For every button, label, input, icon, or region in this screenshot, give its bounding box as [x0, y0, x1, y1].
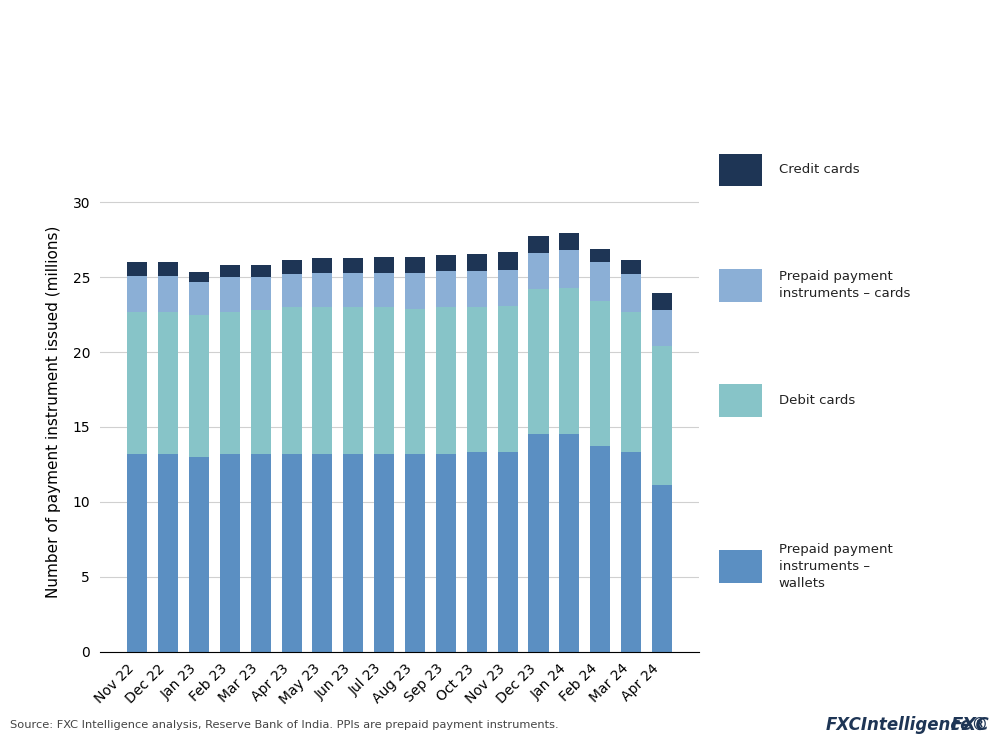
- Bar: [498, 306, 517, 452]
- Bar: [405, 273, 425, 309]
- Bar: [313, 307, 333, 454]
- Bar: [127, 312, 147, 454]
- Bar: [313, 454, 333, 652]
- Bar: [220, 454, 240, 652]
- Bar: [436, 307, 456, 454]
- Bar: [375, 257, 395, 273]
- Bar: [436, 271, 456, 307]
- Y-axis label: Number of payment instrument issued (millions): Number of payment instrument issued (mil…: [46, 225, 62, 598]
- Bar: [127, 262, 147, 276]
- Bar: [344, 258, 364, 273]
- Bar: [158, 454, 178, 652]
- Text: Credit cards: Credit cards: [778, 163, 859, 177]
- Text: FXC: FXC: [950, 715, 989, 734]
- Bar: [189, 315, 209, 457]
- Bar: [719, 550, 762, 583]
- Bar: [590, 262, 610, 301]
- Bar: [498, 252, 517, 270]
- Bar: [220, 265, 240, 277]
- Bar: [528, 253, 548, 289]
- Bar: [621, 452, 641, 652]
- Bar: [375, 454, 395, 652]
- Bar: [498, 452, 517, 652]
- Bar: [220, 277, 240, 312]
- Bar: [344, 454, 364, 652]
- Bar: [436, 255, 456, 271]
- Bar: [251, 310, 271, 454]
- Bar: [559, 288, 579, 434]
- Bar: [375, 307, 395, 454]
- Bar: [282, 307, 302, 454]
- Bar: [621, 274, 641, 312]
- Bar: [158, 312, 178, 454]
- Bar: [652, 485, 672, 652]
- Bar: [467, 452, 487, 652]
- Bar: [251, 454, 271, 652]
- Text: FXCIntelligence®: FXCIntelligence®: [826, 715, 989, 734]
- Bar: [251, 265, 271, 277]
- Bar: [467, 307, 487, 452]
- Bar: [158, 276, 178, 312]
- Bar: [467, 254, 487, 271]
- Bar: [127, 276, 147, 312]
- Bar: [559, 233, 579, 250]
- Bar: [251, 277, 271, 310]
- Bar: [498, 270, 517, 306]
- Bar: [189, 272, 209, 282]
- Bar: [405, 257, 425, 273]
- Bar: [719, 154, 762, 187]
- Bar: [405, 454, 425, 652]
- Bar: [344, 307, 364, 454]
- Text: Prepaid payment
instruments – cards: Prepaid payment instruments – cards: [778, 270, 910, 300]
- Bar: [282, 454, 302, 652]
- Bar: [158, 262, 178, 276]
- Bar: [344, 273, 364, 307]
- Bar: [189, 282, 209, 315]
- Bar: [652, 346, 672, 485]
- Text: Source: FXC Intelligence analysis, Reserve Bank of India. PPIs are prepaid payme: Source: FXC Intelligence analysis, Reser…: [10, 720, 558, 730]
- Bar: [590, 249, 610, 262]
- Bar: [652, 293, 672, 310]
- Bar: [559, 250, 579, 288]
- Bar: [719, 269, 762, 302]
- Bar: [590, 301, 610, 446]
- Bar: [652, 310, 672, 346]
- Bar: [621, 312, 641, 452]
- Bar: [528, 434, 548, 652]
- Text: Wallet PPIs are India’s most popular payment instruments: Wallet PPIs are India’s most popular pay…: [18, 25, 934, 52]
- Bar: [282, 260, 302, 274]
- Bar: [127, 454, 147, 652]
- Bar: [313, 258, 333, 273]
- Bar: [189, 457, 209, 652]
- Bar: [282, 274, 302, 307]
- Bar: [528, 236, 548, 253]
- Text: Debit cards: Debit cards: [778, 394, 855, 407]
- Bar: [528, 289, 548, 434]
- Bar: [467, 271, 487, 307]
- Bar: [405, 309, 425, 454]
- Bar: [313, 273, 333, 307]
- Text: Prepaid payment
instruments –
wallets: Prepaid payment instruments – wallets: [778, 543, 892, 590]
- Bar: [590, 446, 610, 652]
- Bar: [375, 273, 395, 307]
- Text: Number of issued payment instruments in India by type, Nov 2022-Apr 2024: Number of issued payment instruments in …: [18, 94, 765, 113]
- Bar: [436, 454, 456, 652]
- Bar: [559, 434, 579, 652]
- Bar: [621, 260, 641, 274]
- Bar: [220, 312, 240, 454]
- Bar: [719, 384, 762, 417]
